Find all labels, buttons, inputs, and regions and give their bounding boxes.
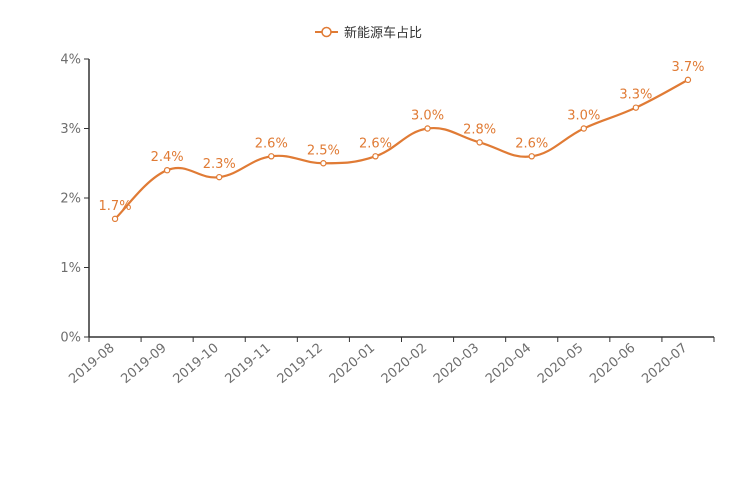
data-point (372, 153, 379, 160)
data-label: 2.4% (151, 150, 184, 165)
x-tick-label: 2020-04 (483, 341, 534, 387)
data-point (528, 153, 535, 160)
data-label: 3.3% (619, 88, 652, 103)
x-tick-label: 2020-06 (587, 341, 638, 387)
x-tick-label: 2020-05 (535, 341, 586, 387)
axes: 0%1%2%3%4%2019-08 2019-09 2019-10 2019-11 20… (60, 53, 715, 387)
data-label: 2.6% (359, 136, 392, 151)
x-tick-label: 2020-07 (639, 341, 690, 387)
y-tick-label: 1% (60, 261, 81, 276)
data-label: 2.8% (463, 122, 496, 137)
x-tick-label: 2019-11 (223, 341, 274, 387)
data-label: 2.6% (515, 136, 548, 151)
data-label: 2.5% (307, 143, 340, 158)
x-tick-label: 2019-09 (118, 341, 169, 387)
data-point (684, 76, 692, 84)
y-tick-label: 4% (60, 53, 81, 68)
data-point (163, 166, 171, 174)
data-label: 2.3% (203, 157, 236, 172)
data-point (268, 153, 275, 160)
data-label: 3.0% (411, 109, 444, 124)
x-tick-label: 2019-10 (171, 341, 222, 387)
legend-label: 新能源车占比 (344, 25, 422, 41)
data-label: 3.0% (567, 109, 600, 124)
data-label: 2.6% (255, 136, 288, 151)
plot-area: 1.7% 2.4% 2.3% 2.6% 2.5% 2.6% 3.0% 2.8% 2.6% 3.0%… (99, 60, 704, 223)
x-tick-label: 2020-03 (431, 341, 482, 387)
data-point (111, 215, 119, 223)
y-tick-label: 0% (60, 331, 81, 346)
y-tick-label: 2% (60, 192, 81, 207)
y-tick-label: 3% (60, 122, 81, 137)
data-point (424, 125, 431, 132)
x-tick-label: 2019-12 (275, 341, 326, 387)
x-tick-label: 2019-08 (66, 341, 117, 387)
data-point (580, 125, 587, 132)
data-point (216, 173, 223, 181)
data-label: 3.7% (671, 60, 704, 75)
legend-marker-icon (321, 26, 332, 38)
data-point (632, 104, 640, 111)
x-tick-label: 2020-02 (379, 341, 430, 387)
data-point (476, 139, 483, 146)
data-label: 1.7% (99, 199, 132, 214)
legend[interactable]: 新能源车占比 (315, 25, 422, 41)
x-tick-label: 2020-01 (327, 341, 378, 387)
series-line (114, 78, 689, 220)
data-point (320, 160, 327, 167)
